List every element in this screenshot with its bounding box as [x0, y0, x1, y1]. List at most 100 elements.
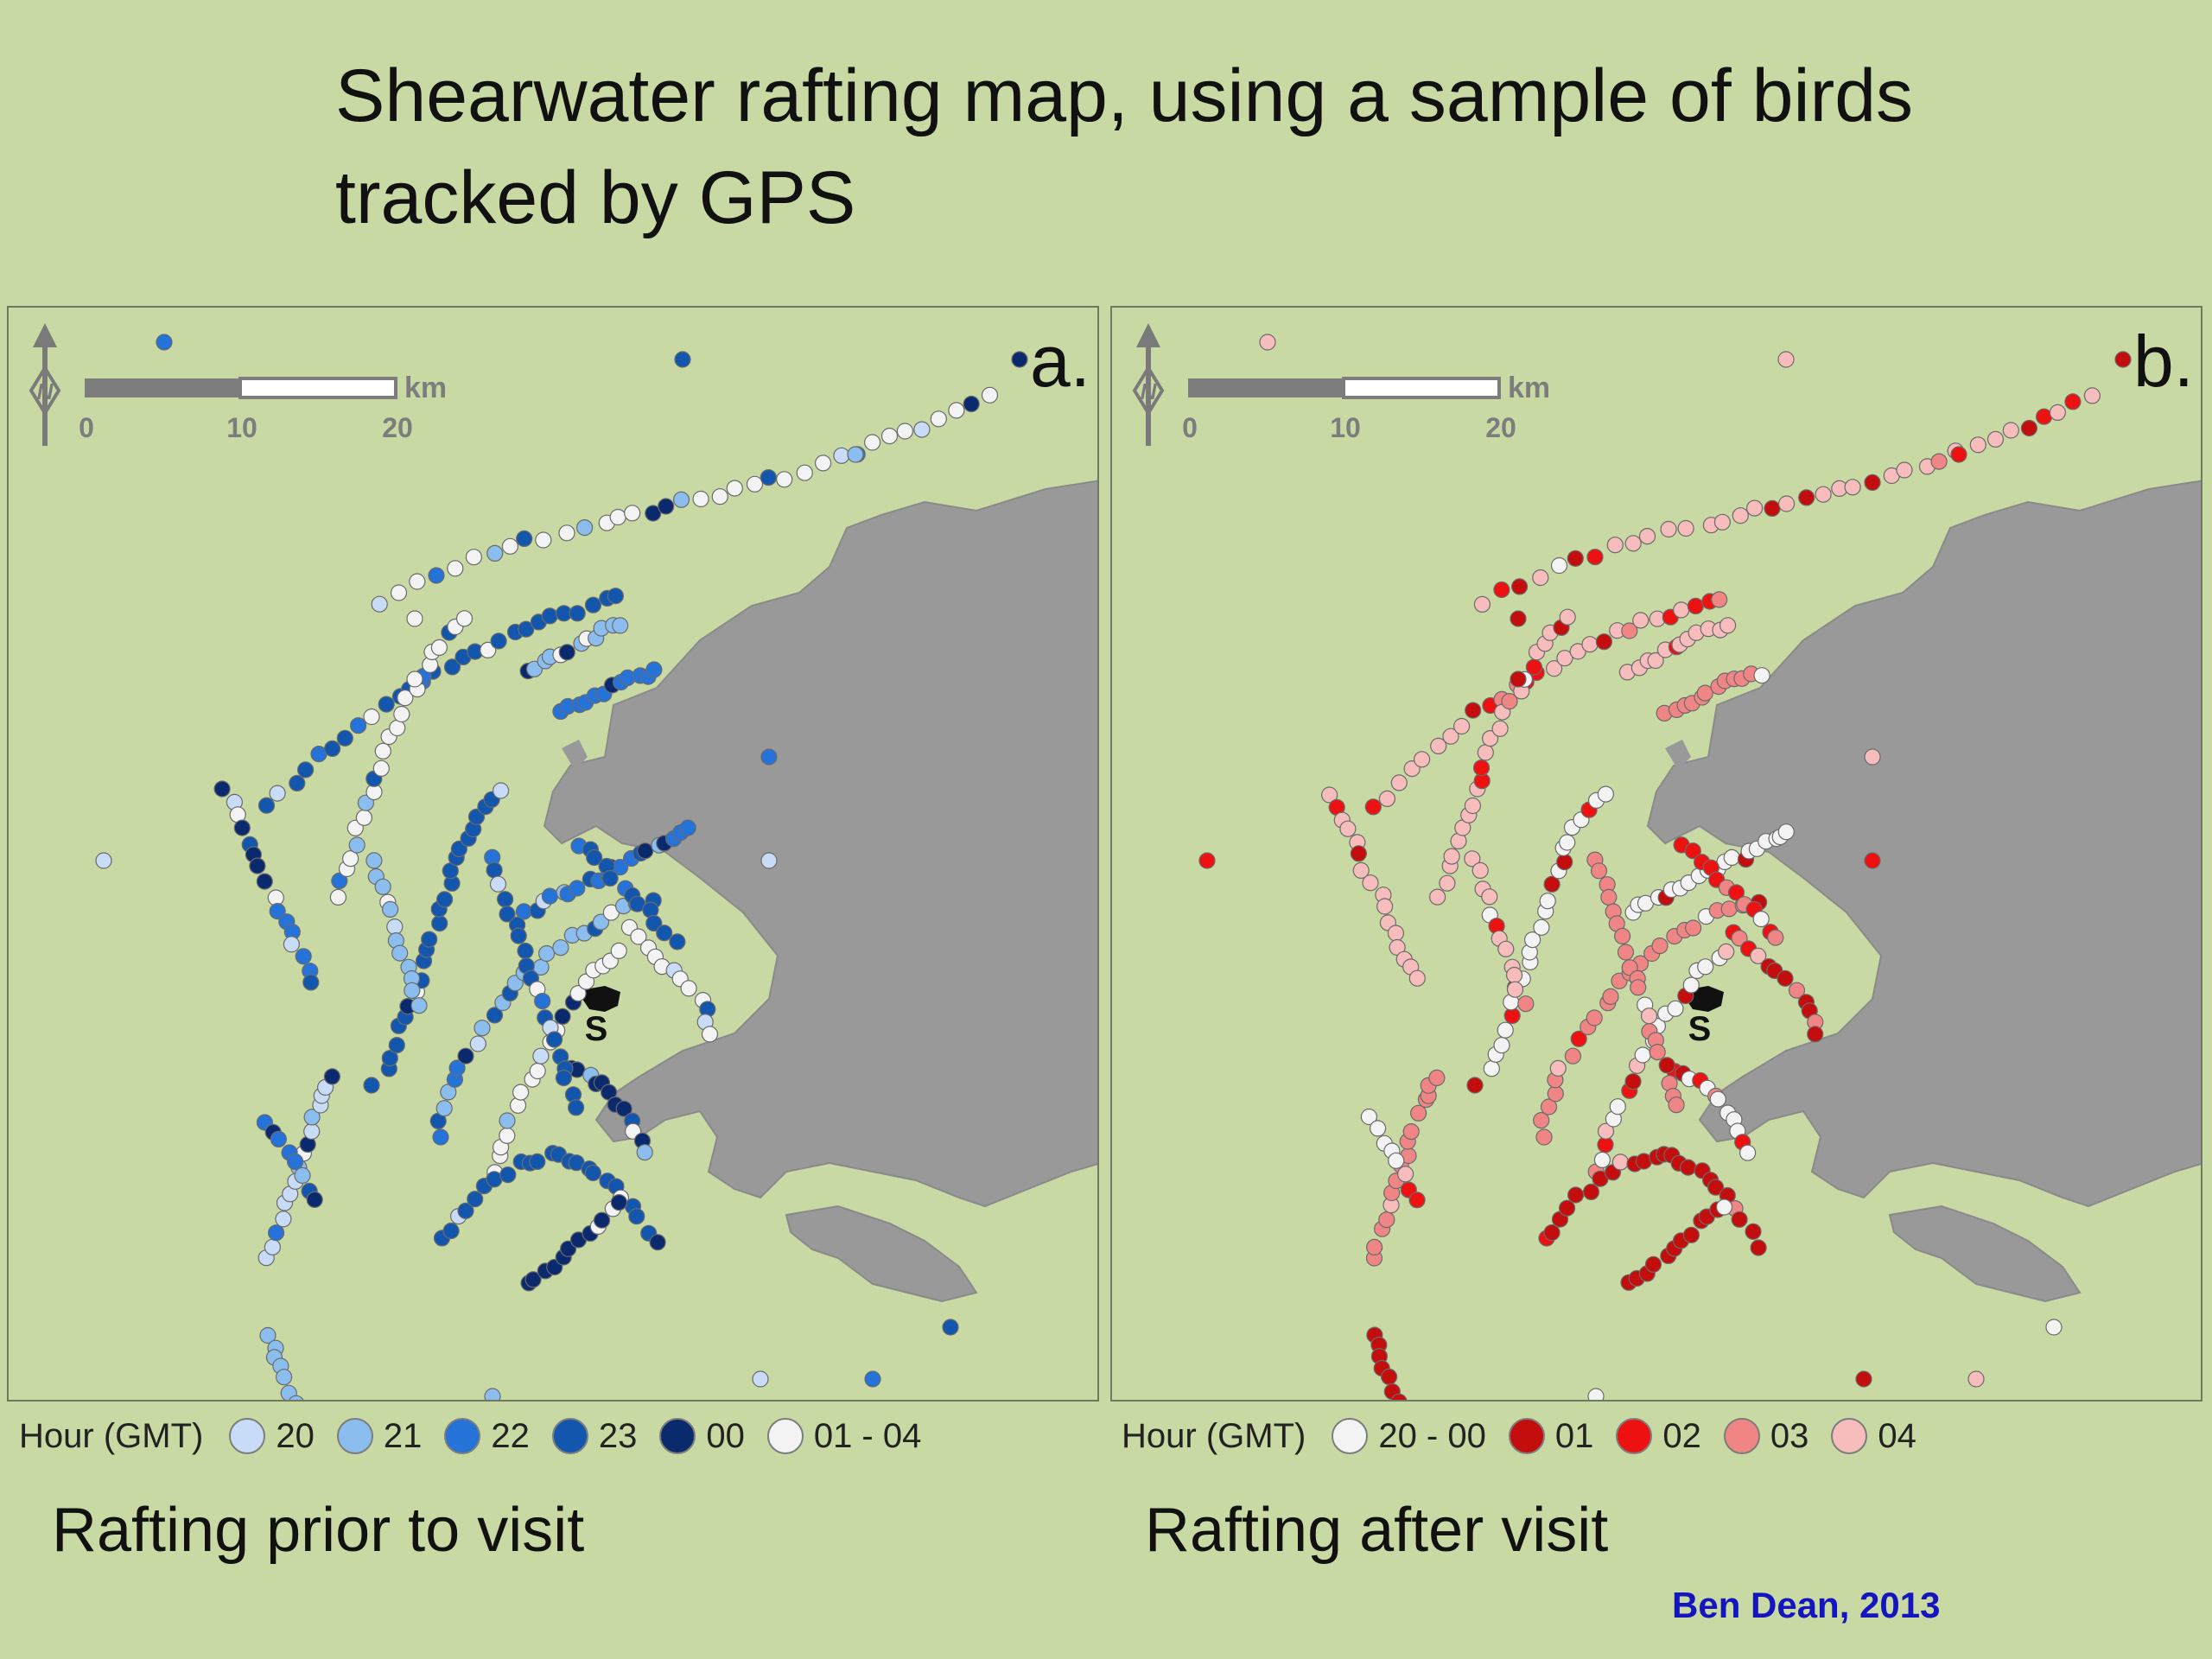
track-point: [435, 1100, 453, 1117]
track-point: [329, 888, 346, 906]
track-point: [270, 1130, 287, 1148]
track-point: [692, 490, 709, 508]
track-point: [431, 914, 448, 932]
track-point: [1535, 1128, 1553, 1146]
legend-label: 21: [383, 1416, 423, 1455]
track-point: [1370, 1120, 1387, 1137]
track-point: [1593, 1151, 1611, 1169]
track-point: [1532, 569, 1549, 587]
track-point: [1350, 845, 1367, 862]
track-point: [1390, 1393, 1408, 1400]
legend-item: 20: [229, 1417, 315, 1456]
track-point: [213, 780, 231, 798]
land-mass: [543, 480, 1097, 1303]
track-point: [645, 914, 663, 932]
track-point: [1453, 717, 1471, 735]
track-point: [484, 1388, 501, 1400]
track-point: [1493, 581, 1510, 599]
legend-swatch: [1831, 1418, 1868, 1454]
track-point: [796, 464, 813, 481]
track-point: [410, 997, 428, 1014]
track-point: [554, 1007, 571, 1026]
track-point: [1696, 684, 1713, 702]
track-point: [1788, 982, 1806, 999]
track-point: [584, 596, 602, 613]
track-point: [428, 567, 445, 584]
track-point: [1720, 900, 1738, 918]
track-point: [348, 836, 365, 854]
track-point: [1582, 1183, 1600, 1201]
track-point: [95, 852, 112, 869]
legend-swatch: [1508, 1418, 1545, 1454]
track-point: [499, 1127, 516, 1144]
track-point: [1439, 874, 1456, 892]
track-point: [2035, 408, 2053, 425]
track-point: [672, 491, 690, 508]
legend-a: Hour (GMT) 20 21 22 23 00 01 - 04: [19, 1412, 944, 1460]
track-point: [1967, 1370, 1985, 1388]
track-point: [1362, 874, 1379, 892]
track-point: [1511, 578, 1529, 595]
track-point: [1682, 1226, 1700, 1243]
track-point: [256, 873, 273, 890]
track-point: [1352, 861, 1370, 880]
track-point: [1442, 728, 1459, 745]
track-point: [1410, 1104, 1427, 1122]
track-point: [555, 1069, 573, 1087]
legend-title: Hour (GMT): [19, 1416, 204, 1455]
track-point: [541, 607, 558, 625]
scale-tick-20: 20: [382, 412, 413, 443]
track-point: [726, 480, 743, 497]
track-point: [492, 782, 510, 799]
track-point: [649, 1234, 666, 1251]
track-point: [1752, 910, 1770, 928]
map-canvas-a: S N km 0 10 20: [29, 323, 1097, 1400]
track-point: [1482, 730, 1499, 747]
track-point: [1011, 351, 1028, 368]
track-point: [389, 719, 406, 737]
track-point: [1510, 610, 1527, 627]
track-point: [465, 549, 483, 566]
track-point: [306, 1191, 323, 1209]
track-point: [1564, 1047, 1582, 1065]
north-arrow-icon: N: [29, 323, 61, 446]
track-point: [499, 1112, 516, 1129]
track-point: [1471, 861, 1489, 880]
track-point: [1682, 976, 1700, 994]
track-point: [1408, 969, 1426, 987]
track-point: [1491, 720, 1509, 737]
track-point: [1634, 1046, 1651, 1064]
track-point: [448, 1059, 466, 1077]
track-point: [512, 1084, 530, 1101]
track-point: [760, 852, 778, 869]
track-point: [541, 887, 559, 905]
track-point: [760, 748, 778, 766]
scale-tick-10: 10: [226, 412, 257, 443]
track-point: [259, 1326, 276, 1344]
track-point: [276, 1369, 293, 1386]
track-point: [1613, 927, 1631, 945]
track-point: [303, 1122, 321, 1141]
track-point: [1697, 958, 1714, 976]
track-point: [814, 454, 832, 472]
track-point: [1777, 969, 1794, 987]
track-point: [455, 610, 474, 627]
track-point: [1727, 884, 1745, 901]
track-point: [601, 869, 619, 887]
track-point: [486, 1007, 504, 1024]
legend-swatch: [1723, 1418, 1760, 1454]
track-point: [233, 819, 251, 836]
colony-marker: S: [581, 986, 620, 1048]
track-point: [1638, 528, 1656, 545]
svg-text:N: N: [37, 378, 54, 404]
track-point: [1464, 797, 1481, 815]
track-point: [1597, 1122, 1615, 1140]
track-point: [1259, 334, 1276, 351]
track-point: [1321, 786, 1338, 804]
track-point: [287, 1153, 304, 1171]
map-panel-a: S N km 0 10 20 a.: [7, 306, 1099, 1402]
track-point: [331, 872, 348, 890]
track-point: [1466, 1077, 1484, 1094]
track-point: [381, 1049, 398, 1067]
track-point: [386, 918, 404, 936]
